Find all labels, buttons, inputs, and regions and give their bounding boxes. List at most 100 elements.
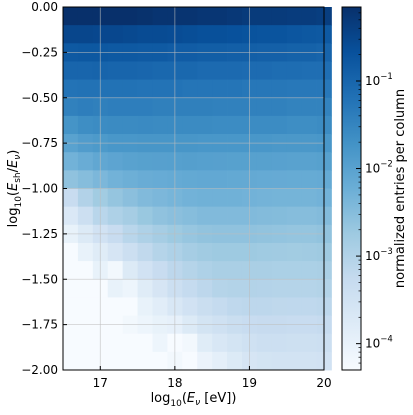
heatmap-cell xyxy=(197,25,213,44)
heatmap-cell xyxy=(152,7,168,26)
heatmap-cell xyxy=(77,152,94,171)
heatmap-cell xyxy=(286,170,303,189)
heatmap-cell xyxy=(197,152,213,171)
heatmap-cell xyxy=(212,79,228,99)
heatmap-cell xyxy=(107,115,124,135)
heatmap-cell xyxy=(286,97,303,117)
heatmap-cell xyxy=(63,351,79,371)
heatmap-cell xyxy=(152,206,168,226)
heatmap-cell xyxy=(122,79,138,99)
heatmap-cell xyxy=(227,25,243,44)
heatmap-cell xyxy=(271,115,288,135)
heatmap-cell xyxy=(182,25,198,44)
x-tick-label: 17 xyxy=(93,376,108,390)
y-tick-label: −2.00 xyxy=(21,363,58,377)
heatmap-cell xyxy=(212,61,228,80)
x-tick-label: 20 xyxy=(316,376,331,390)
heatmap-cell xyxy=(197,206,213,226)
heatmap-cell xyxy=(301,61,317,80)
heatmap-cell xyxy=(271,188,288,208)
colorbar-tick-label: 10−1 xyxy=(365,72,393,88)
heatmap-cell xyxy=(63,115,79,135)
heatmap-cell xyxy=(137,79,153,99)
x-tick-label: 18 xyxy=(167,376,182,390)
heatmap-cell xyxy=(227,261,243,280)
heatmap-cell xyxy=(152,25,168,44)
heatmap-cell xyxy=(77,188,94,208)
heatmap-cell xyxy=(63,170,79,189)
heatmap-cell xyxy=(197,279,213,298)
heatmap-cell xyxy=(77,79,94,99)
heatmap-cell xyxy=(107,351,124,371)
heatmap-cell xyxy=(301,188,317,208)
heatmap-cell xyxy=(227,97,243,117)
heatmap-cell xyxy=(212,206,228,226)
heatmap-cell xyxy=(77,7,94,26)
heatmap-cell xyxy=(197,351,213,371)
colorbar-ticks: 10−1 10−2 10−3 10−4 xyxy=(356,12,393,371)
heatmap-cell xyxy=(256,170,273,189)
y-tick-label: −1.75 xyxy=(21,318,58,332)
heatmap-cell xyxy=(63,97,79,117)
heatmap-cell xyxy=(152,297,168,316)
heatmap-cell xyxy=(77,351,94,371)
heatmap-cell xyxy=(63,261,79,280)
heatmap-cell xyxy=(63,242,79,262)
heatmap-cell xyxy=(301,279,317,298)
heatmap-cell xyxy=(286,61,303,80)
heatmap-cell xyxy=(137,7,153,26)
heatmap-cell xyxy=(107,170,124,189)
heatmap-cell xyxy=(152,152,168,171)
heatmap-cell xyxy=(197,115,213,135)
colorbar-tick-label: 10−3 xyxy=(365,247,393,263)
heatmap-cell xyxy=(197,7,213,26)
heatmap-cell xyxy=(182,261,198,280)
heatmap-cell xyxy=(256,97,273,117)
heatmap-cell xyxy=(256,333,273,353)
heatmap-cell xyxy=(301,242,317,262)
heatmap-cell xyxy=(182,333,198,353)
heatmap-cell xyxy=(137,97,153,117)
heatmap-cell xyxy=(286,279,303,298)
heatmap-cell xyxy=(212,333,228,353)
heatmap-cell xyxy=(271,61,288,80)
heatmap-cell xyxy=(137,170,153,189)
heatmap-cell xyxy=(212,242,228,262)
y-tick-label: −0.50 xyxy=(21,91,58,105)
heatmap-cell xyxy=(182,7,198,26)
heatmap-cell xyxy=(197,188,213,208)
heatmap-cell xyxy=(107,188,124,208)
heatmap-cell xyxy=(182,297,198,316)
heatmap-cell xyxy=(227,115,243,135)
heatmap-cell xyxy=(197,61,213,80)
heatmap-cell xyxy=(301,115,317,135)
heatmap-cell xyxy=(137,188,153,208)
heatmap-cell xyxy=(301,206,317,226)
heatmap-cell xyxy=(152,242,168,262)
heatmap-cell xyxy=(63,61,79,80)
heatmap-cell xyxy=(227,351,243,371)
heatmap-cell xyxy=(152,79,168,99)
heatmap-cell xyxy=(77,206,94,226)
heatmap-cell xyxy=(137,61,153,80)
heatmap-cell xyxy=(152,351,168,371)
heatmap-cell xyxy=(227,206,243,226)
heatmap-cell xyxy=(286,261,303,280)
heatmap-cell xyxy=(301,333,317,353)
heatmap-cell xyxy=(152,188,168,208)
heatmap-cell xyxy=(271,242,288,262)
heatmap-cell xyxy=(301,351,317,371)
heatmap-cell xyxy=(212,7,228,26)
heatmap-cell xyxy=(182,61,198,80)
heatmap-cell xyxy=(107,61,124,80)
heatmap-cell xyxy=(77,297,94,316)
heatmap-cell xyxy=(182,279,198,298)
x-tick-label: 19 xyxy=(242,376,257,390)
y-tick-label: −1.25 xyxy=(21,227,58,241)
heatmap-cell xyxy=(152,170,168,189)
heatmap-cell xyxy=(77,279,94,298)
heatmap-cell xyxy=(301,79,317,99)
y-tick-label: −0.25 xyxy=(21,45,58,59)
heatmap-cell xyxy=(271,333,288,353)
